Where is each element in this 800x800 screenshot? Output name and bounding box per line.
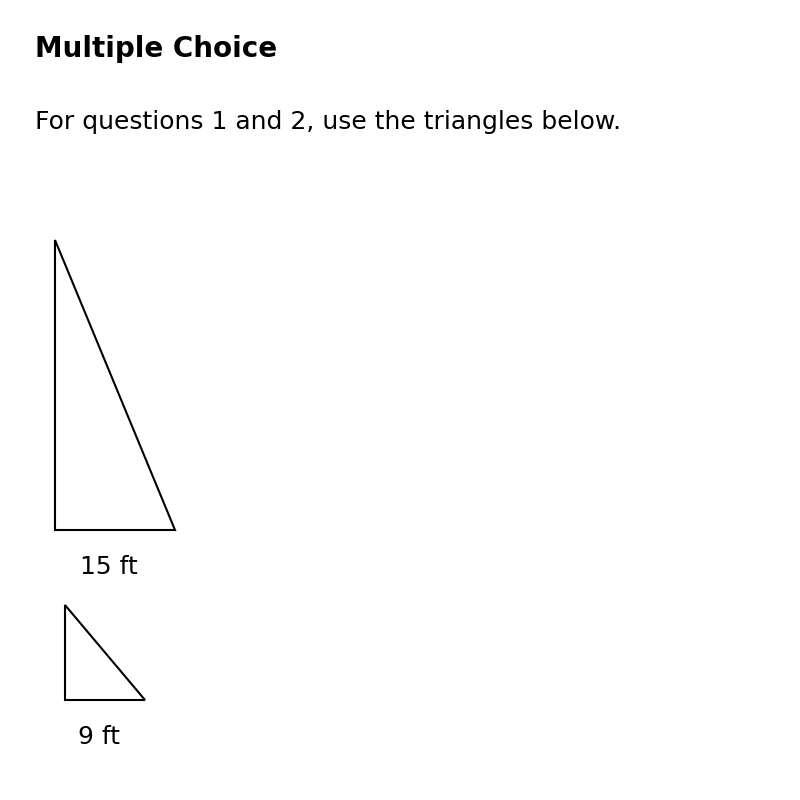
Text: 9 ft: 9 ft (78, 725, 120, 749)
Text: For questions 1 and 2, use the triangles below.: For questions 1 and 2, use the triangles… (35, 110, 621, 134)
Text: 15 ft: 15 ft (80, 555, 138, 579)
Text: Multiple Choice: Multiple Choice (35, 35, 277, 63)
